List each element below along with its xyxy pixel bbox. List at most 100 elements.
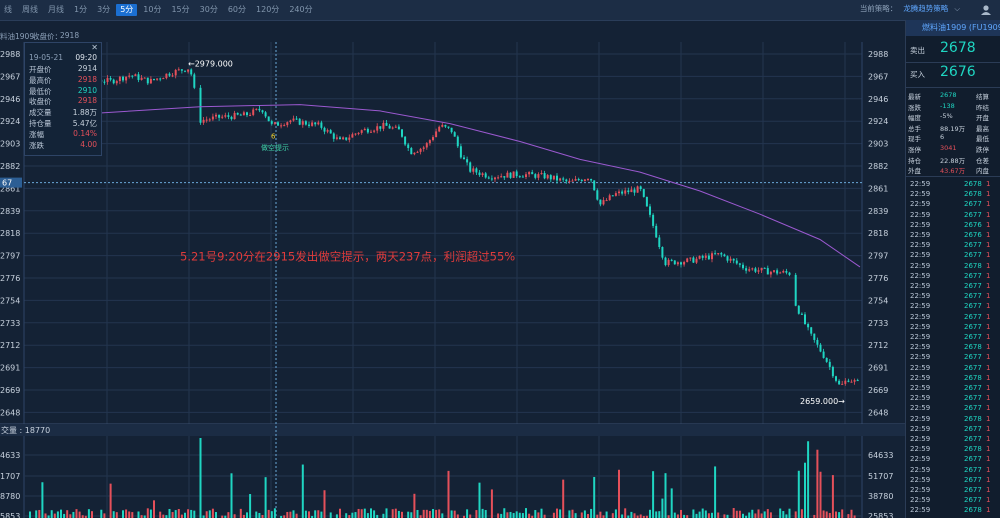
candle-down	[797, 305, 800, 314]
candle-down	[819, 344, 822, 352]
volume-bar	[726, 514, 729, 518]
candle-up	[546, 175, 549, 179]
volume-axis-label: 38780	[868, 492, 893, 501]
volume-bar	[590, 508, 593, 518]
candle-down	[531, 172, 534, 175]
tab-period[interactable]: 周线	[22, 5, 38, 14]
volume-bar	[556, 508, 558, 518]
candle-up	[351, 134, 354, 138]
tab-period[interactable]: 120分	[256, 5, 280, 14]
volume-bar	[320, 511, 323, 518]
tab-period[interactable]: 1分	[74, 5, 88, 14]
candle-up	[115, 81, 118, 84]
tab-period[interactable]: 线	[4, 5, 12, 14]
tick-price: 2677	[964, 333, 982, 341]
crosshair-price-tag	[0, 177, 22, 188]
candle-up	[376, 126, 379, 131]
volume-bar	[503, 508, 506, 518]
volume-bar	[841, 509, 844, 518]
tick-row: 22:59 2677 1	[908, 496, 1000, 506]
candle-down	[366, 128, 369, 133]
volume-bar	[534, 510, 537, 518]
candle-down	[562, 178, 565, 180]
volume-bar	[103, 513, 106, 518]
bar-info-box: ✕ 19-05-21 09:20 开盘价 2914 最高价 2918 最低价 2910 收盘…	[24, 42, 102, 156]
tick-time: 22:59	[910, 414, 931, 423]
candle-down	[726, 256, 729, 261]
tick-volume: 1	[986, 455, 991, 464]
candle-up	[667, 259, 670, 266]
tab-period[interactable]: 月线	[48, 5, 64, 14]
candle-up	[273, 122, 276, 124]
volume-bar	[751, 509, 754, 518]
price-axis-label: 2669	[868, 386, 888, 395]
tick-row: 22:59 2678 1	[908, 506, 1000, 516]
tab-period[interactable]: 60分	[227, 5, 247, 14]
info-row: 最高价 2918	[29, 75, 97, 85]
volume-bar	[490, 489, 493, 518]
tab-period[interactable]: 10分	[143, 5, 162, 14]
volume-bar	[283, 515, 286, 518]
candle-up	[394, 126, 397, 128]
quote-stat-l1: 最新	[908, 93, 921, 101]
tick-time: 22:59	[910, 353, 931, 362]
tab-period[interactable]: 30分	[199, 5, 218, 14]
tick-price: 2677	[964, 404, 982, 413]
volume-bar	[187, 509, 190, 518]
candle-down	[345, 137, 348, 140]
tick-row: 22:59 2677 1	[908, 333, 1000, 343]
contract-title[interactable]: 燃料油1909 (FU1909)	[906, 20, 1000, 36]
tab-period[interactable]: 240分	[289, 5, 313, 14]
kline-chart-canvas[interactable]: 2988 2988 2967 2967 2946 2946 2924 2924 2903 2903…	[0, 20, 905, 518]
candle-up	[769, 271, 772, 275]
candle-down	[580, 180, 583, 182]
candle-down	[122, 76, 124, 81]
volume-bar	[742, 513, 744, 518]
tick-price: 2678	[964, 414, 982, 423]
candle-up	[841, 383, 844, 385]
volume-bar	[125, 509, 128, 518]
volume-bar	[822, 510, 825, 518]
tick-volume: 1	[986, 496, 991, 505]
volume-bar	[184, 512, 186, 518]
candle-up	[497, 177, 500, 179]
tab-period[interactable]: 3分	[97, 5, 111, 14]
volume-bar	[649, 509, 651, 518]
strategy-selector[interactable]: 当前策略： 龙腾趋势策略 ⌵	[860, 3, 960, 14]
buy-label: 买入	[910, 70, 925, 79]
candle-down	[246, 112, 248, 116]
candle-down	[670, 259, 673, 261]
tab-period[interactable]: 15分	[171, 5, 190, 14]
user-icon[interactable]	[980, 4, 992, 16]
volume-bar	[438, 509, 441, 518]
quote-stat-l2: 跌停	[976, 146, 989, 154]
candle-down	[534, 174, 537, 178]
candle-up	[428, 140, 431, 144]
tick-price: 2677	[964, 251, 982, 260]
volume-bar	[41, 482, 44, 518]
info-label: 涨幅	[29, 129, 44, 139]
close-icon[interactable]: ✕	[91, 43, 98, 52]
candle-up	[559, 178, 562, 181]
volume-bar	[401, 511, 403, 518]
strategy-dropdown[interactable]: 龙腾趋势策略 ⌵	[903, 3, 960, 14]
price-axis-label: 2967	[868, 72, 888, 81]
volume-bar	[419, 515, 422, 518]
buy-row: 买入 2676	[906, 64, 1000, 84]
volume-bar	[215, 512, 217, 518]
candle-down	[856, 380, 859, 382]
tick-time: 22:59	[910, 241, 931, 250]
candle-down	[692, 257, 695, 263]
tab-period[interactable]: 5分	[116, 4, 138, 16]
candle-down	[816, 339, 819, 345]
tick-price: 2677	[964, 302, 982, 311]
candle-up	[438, 126, 441, 132]
tick-time: 22:59	[910, 384, 931, 392]
kline-chart[interactable]: 2988 2988 2967 2967 2946 2946 2924 2924 2903 2903…	[0, 20, 905, 518]
volume-bar	[140, 515, 143, 518]
volume-bar	[571, 509, 574, 518]
price-axis-label-left: 2967	[0, 72, 20, 81]
volume-bar	[469, 514, 472, 518]
candle-up	[419, 148, 422, 152]
volume-bar	[44, 513, 47, 518]
